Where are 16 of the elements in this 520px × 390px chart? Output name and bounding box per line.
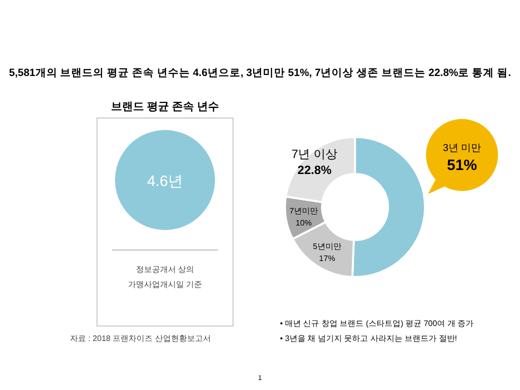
slice-label: 3년 미만	[442, 143, 482, 154]
data-label: 10%	[296, 218, 312, 228]
chart-title: 5,581개의 브랜드의 평균 존속 년수는 4.6년으로, 3년미만 51%, 7년이상 생존 브랜드는 22.8%로 통계 됨.	[8, 67, 512, 79]
slice-label: 5년미만	[312, 242, 342, 251]
text: • 3년을 채 넘기지 못하고 사라지는 브랜드가 절반!	[280, 334, 458, 343]
data-label: 51%	[446, 157, 478, 174]
data-label: 17%	[319, 254, 336, 263]
text: 브랜드 평균 존속 년수	[110, 101, 220, 113]
slice-label: 7년미만	[289, 206, 318, 216]
text: 자료 : 2018 프랜차이즈 산업현황보고서	[70, 334, 211, 343]
data-label: 22.8%	[298, 163, 332, 178]
text: 정보공개서 상의	[136, 265, 194, 274]
slice-label: 7년 이상	[292, 147, 338, 162]
text: • 매년 신규 창업 브랜드 (스타트업) 평균 700여 개 증가	[280, 319, 474, 328]
text: 가맹사업개시일 기준	[128, 280, 202, 289]
text: 4.6년	[147, 173, 183, 190]
